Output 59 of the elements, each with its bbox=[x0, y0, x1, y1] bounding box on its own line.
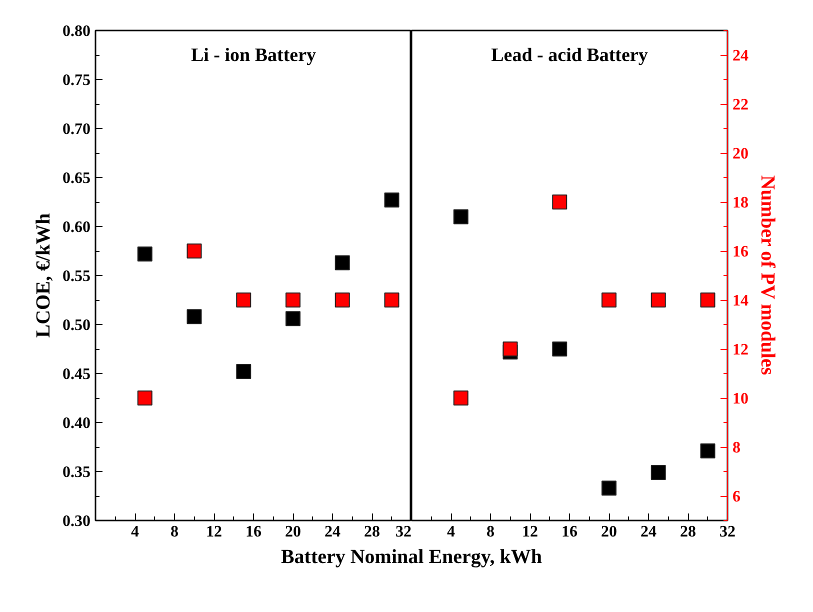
x-tick-label: 8 bbox=[486, 524, 494, 540]
x-tick-label: 12 bbox=[522, 524, 538, 540]
x-tick-label: 16 bbox=[246, 524, 262, 540]
point bbox=[334, 255, 350, 270]
point bbox=[552, 342, 568, 356]
y-tick-label: 0.35 bbox=[62, 464, 90, 481]
y2-axis-title: Number of PV modules bbox=[756, 175, 778, 376]
y2-tick-label: 24 bbox=[732, 48, 748, 64]
y-tick-label: 0.65 bbox=[62, 170, 90, 187]
point bbox=[650, 292, 666, 308]
x-tick-label: 32 bbox=[720, 524, 736, 540]
y2-tick-label: 8 bbox=[732, 440, 740, 456]
x-tick-label: 28 bbox=[680, 524, 696, 540]
x-axis-title: Battery Nominal Energy, kWh bbox=[280, 545, 542, 570]
x-tick-label: 20 bbox=[285, 524, 301, 540]
point bbox=[502, 342, 518, 356]
x-tick-label: 16 bbox=[562, 524, 578, 540]
x-tick-label: 4 bbox=[447, 524, 455, 540]
y-tick-label: 0.40 bbox=[62, 415, 90, 432]
y2-tick-label: 6 bbox=[732, 488, 740, 506]
point bbox=[602, 480, 616, 496]
x-tick-label: 12 bbox=[206, 524, 222, 540]
y-tick-label: 0.75 bbox=[62, 72, 90, 89]
x-tick-label: 24 bbox=[324, 524, 340, 540]
point bbox=[286, 311, 300, 326]
x-tick-label: 20 bbox=[601, 524, 617, 540]
y-tick-label: 0.50 bbox=[62, 317, 90, 334]
y-tick-label: 0.80 bbox=[62, 23, 90, 40]
y-tick-label: 0.70 bbox=[62, 121, 90, 138]
x-tick-label: 28 bbox=[364, 524, 380, 540]
point bbox=[552, 194, 568, 210]
y2-tick-label: 18 bbox=[732, 194, 748, 212]
y2-tick-label: 12 bbox=[732, 342, 748, 358]
text: Lead - acid Battery bbox=[491, 45, 648, 66]
text: Li - ion Battery bbox=[190, 45, 317, 66]
point bbox=[137, 246, 152, 262]
y2-tick-label: 14 bbox=[732, 292, 748, 310]
point bbox=[236, 364, 252, 380]
point bbox=[453, 209, 468, 224]
point bbox=[384, 192, 400, 208]
y-tick-label: 0.60 bbox=[62, 219, 90, 236]
y2-tick-label: 16 bbox=[732, 244, 748, 260]
y2-tick-label: 10 bbox=[732, 390, 748, 408]
y2-tick-label: 22 bbox=[732, 96, 748, 114]
point bbox=[453, 390, 468, 406]
point bbox=[700, 443, 716, 458]
y-axis-title: LCOE, €/kWh bbox=[32, 213, 54, 338]
y-tick-label: 0.30 bbox=[62, 513, 90, 530]
x-tick-label: 4 bbox=[131, 524, 139, 540]
x-tick-label: 32 bbox=[396, 524, 412, 540]
point bbox=[700, 292, 716, 308]
y2-tick-label: 20 bbox=[732, 146, 748, 162]
x-tick-label: 8 bbox=[170, 524, 178, 540]
point bbox=[186, 309, 202, 324]
y-tick-label: 0.45 bbox=[62, 366, 90, 383]
x-tick-label: 24 bbox=[640, 524, 656, 540]
y-tick-label: 0.55 bbox=[62, 268, 90, 285]
point bbox=[650, 464, 666, 480]
point bbox=[602, 292, 616, 308]
